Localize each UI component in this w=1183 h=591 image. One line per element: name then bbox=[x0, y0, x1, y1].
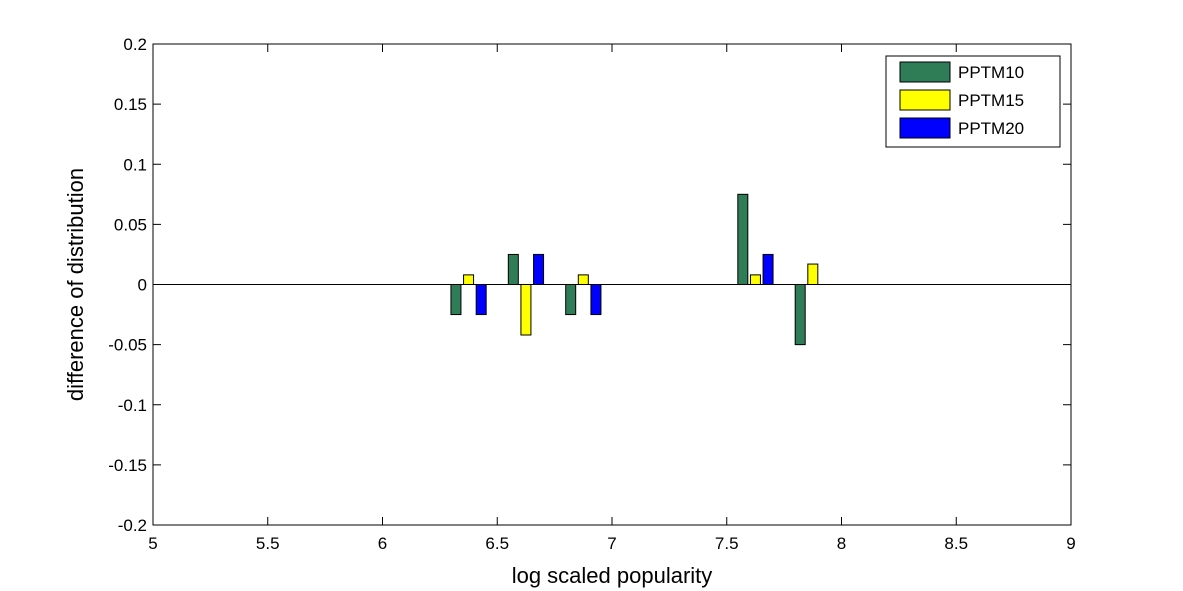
x-tick-label: 5 bbox=[148, 534, 157, 553]
y-tick-label: -0.15 bbox=[108, 456, 147, 475]
bar-pptm20 bbox=[762, 253, 774, 285]
legend-label-pptm15: PPTM15 bbox=[958, 91, 1024, 110]
legend: PPTM10 PPTM15 PPTM20 bbox=[885, 55, 1061, 148]
bar-pptm15 bbox=[749, 274, 761, 286]
bars bbox=[450, 193, 819, 346]
bar-pptm15 bbox=[463, 274, 475, 286]
bar-pptm15 bbox=[520, 284, 532, 336]
x-tick-label: 6 bbox=[378, 534, 387, 553]
x-tick-label: 8 bbox=[837, 534, 846, 553]
x-tick-label: 7 bbox=[607, 534, 616, 553]
y-tick-label: 0.15 bbox=[114, 95, 147, 114]
y-tick-label: -0.2 bbox=[118, 516, 147, 535]
bar-pptm15 bbox=[577, 274, 589, 286]
y-axis-title: difference of distribution bbox=[63, 168, 88, 401]
legend-label-pptm10: PPTM10 bbox=[958, 63, 1024, 82]
bar-pptm15 bbox=[807, 263, 819, 285]
y-tick-label: -0.1 bbox=[118, 396, 147, 415]
x-tick-label: 8.5 bbox=[944, 534, 968, 553]
bar-pptm20 bbox=[533, 253, 545, 285]
y-tick-label: 0.05 bbox=[114, 215, 147, 234]
bar-pptm10 bbox=[507, 253, 519, 285]
legend-swatch-pptm20 bbox=[899, 117, 951, 139]
y-tick-label: 0 bbox=[138, 276, 147, 295]
y-tick-label: -0.05 bbox=[108, 336, 147, 355]
y-axis-ticks: 0.2 0.15 0.1 0.05 0 -0.05 -0.1 -0.15 -0.2 bbox=[108, 35, 1071, 535]
x-tick-label: 7.5 bbox=[715, 534, 739, 553]
bar-pptm10 bbox=[737, 193, 749, 285]
bar-pptm10 bbox=[565, 284, 577, 316]
bar-pptm10 bbox=[794, 284, 806, 346]
legend-swatch-pptm15 bbox=[899, 89, 951, 111]
y-tick-label: 0.1 bbox=[123, 155, 147, 174]
x-axis-ticks: 5 5.5 6 6.5 7 7.5 8 8.5 9 bbox=[148, 44, 1076, 553]
x-tick-label: 5.5 bbox=[256, 534, 280, 553]
legend-label-pptm20: PPTM20 bbox=[958, 119, 1024, 138]
bar-pptm20 bbox=[590, 284, 602, 316]
bar-pptm20 bbox=[475, 284, 487, 316]
x-tick-label: 9 bbox=[1066, 534, 1075, 553]
x-tick-label: 6.5 bbox=[485, 534, 509, 553]
x-axis-title: log scaled popularity bbox=[512, 563, 713, 588]
legend-swatch-pptm10 bbox=[899, 61, 951, 83]
y-tick-label: 0.2 bbox=[123, 35, 147, 54]
plot-area: 5 5.5 6 6.5 7 7.5 8 8.5 9 0.2 0.15 0.1 0.05 0 -0.05 -0… bbox=[108, 35, 1075, 553]
bar-pptm10 bbox=[450, 284, 462, 316]
